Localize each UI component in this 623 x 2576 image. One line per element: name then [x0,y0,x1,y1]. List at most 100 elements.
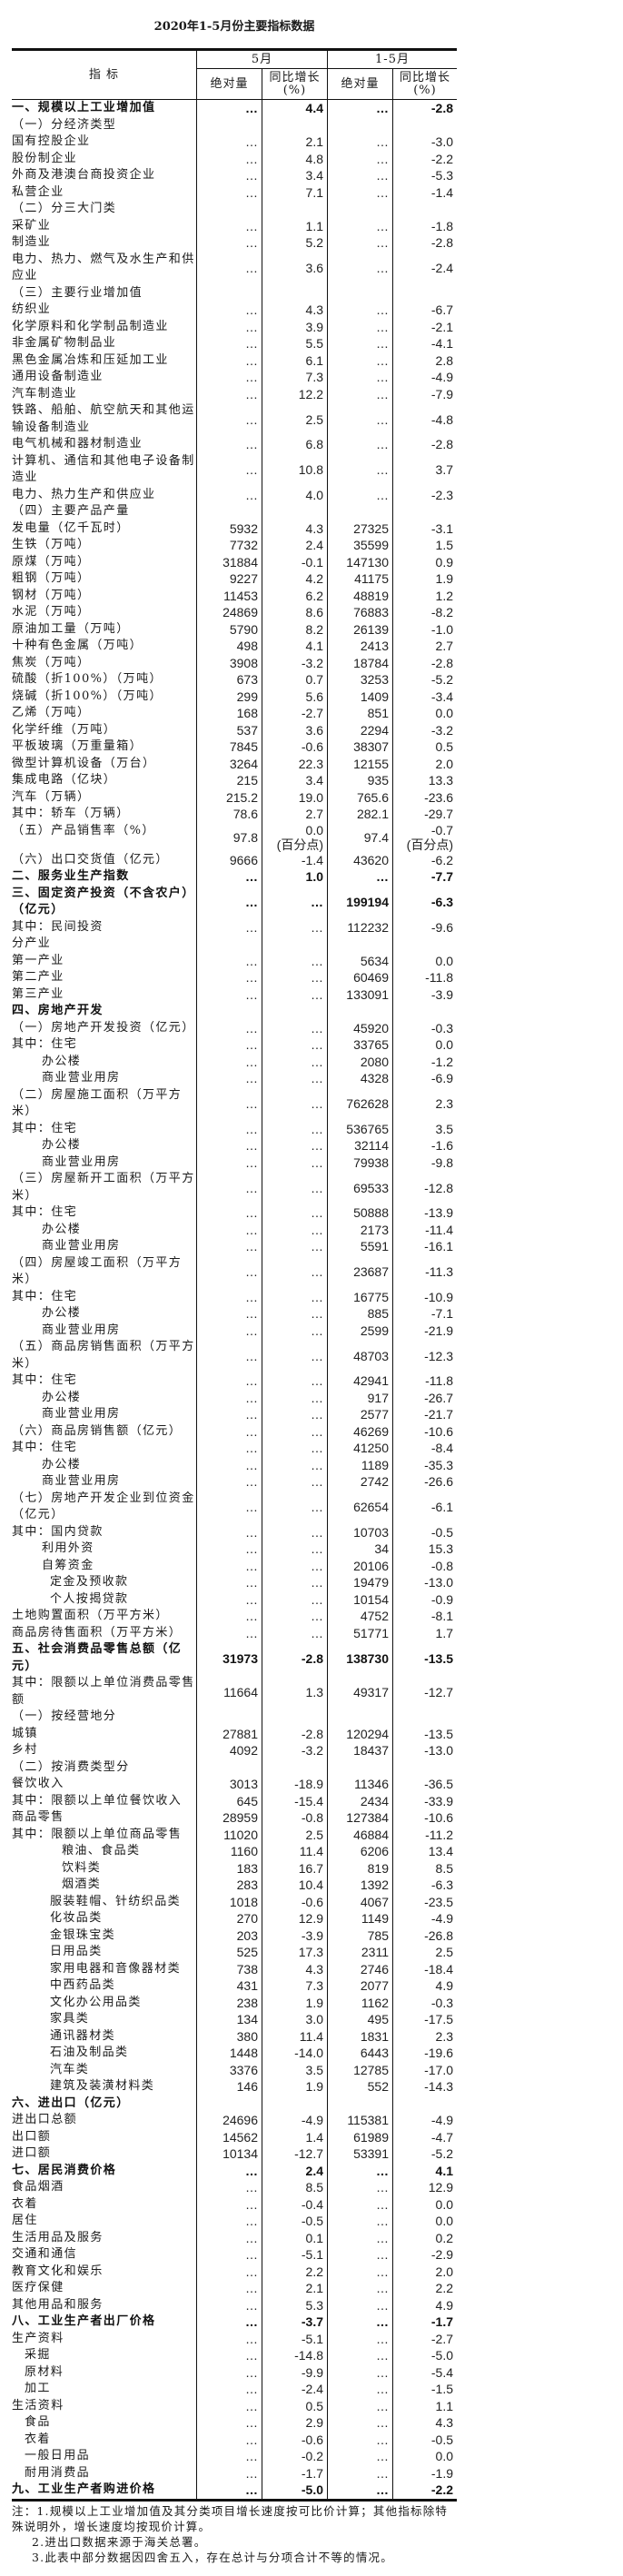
cell-may-absolute: … [196,1221,262,1238]
cell-may-yoy: … [262,1541,327,1558]
cell-may-absolute: … [196,217,262,234]
table-row: 其中：轿车（万辆） 78.6 2.7 282.1 -29.7 [12,806,457,823]
table-row: 其中：住宅…… 33765 0.0 [12,1036,457,1054]
cell-jan-may-absolute: … [327,2414,392,2432]
cell-may-absolute: … [196,986,262,1003]
cell-may-yoy: … [262,1490,327,1524]
cell-jan-may-yoy: -16.1 [392,1238,457,1255]
table-row: 办公楼…… 2173 -11.4 [12,1221,457,1238]
row-label: 黑色金属冶炼和压延加工业 [12,352,169,367]
cell-may-absolute: 1448 [196,2045,262,2062]
cell-jan-may-yoy [392,1709,457,1726]
cell-jan-may-yoy: -6.1 [392,1490,457,1524]
table-row: 建筑及装潢材料类 146 1.9 552 -14.3 [12,2078,457,2095]
cell-may-absolute: 537 [196,721,262,738]
cell-jan-may-yoy: -3.0 [392,134,457,151]
cell-jan-may-absolute: 12155 [327,755,392,772]
table-row: （六）商品房销售额（亿元）…… 46269 -10.6 [12,1422,457,1440]
cell-may-yoy: … [262,1238,327,1255]
cell-may-absolute: … [196,2313,262,2331]
cell-jan-may-absolute: 133091 [327,986,392,1003]
cell-may-absolute: 9666 [196,851,262,868]
row-label: 交通和通信 [12,2247,78,2261]
cell-may-yoy: 2.5 [262,1826,327,1843]
cell-may-absolute: 27881 [196,1725,262,1742]
cell-jan-may-absolute: … [327,335,392,352]
cell-jan-may-yoy: -2.3 [392,486,457,503]
table-row: 办公楼…… 32114 -1.6 [12,1137,457,1154]
cell-jan-may-yoy: -23.5 [392,1893,457,1910]
cell-may-absolute: … [196,452,262,487]
cell-may-yoy: 4.2 [262,570,327,588]
cell-jan-may-yoy: -12.3 [392,1339,457,1372]
cell-jan-may-yoy: 12.9 [392,2179,457,2196]
cell-may-yoy: 12.2 [262,385,327,402]
cell-jan-may-yoy: -1.4 [392,183,457,201]
table-row: 非金属矿物制品业… 5.5… -4.1 [12,335,457,352]
cell-jan-may-yoy: -3.1 [392,520,457,537]
cell-may-absolute: … [196,885,262,919]
cell-may-absolute [196,1003,262,1020]
cell-jan-may-absolute: 38307 [327,738,392,756]
cell-may-absolute: … [196,100,262,117]
cell-jan-may-absolute: 48703 [327,1339,392,1372]
cell-may-absolute: … [196,1204,262,1222]
cell-jan-may-absolute: … [327,2347,392,2364]
cell-may-yoy: … [262,952,327,969]
cell-jan-may-yoy: -17.0 [392,2061,457,2078]
header-may-yoy: 同比增长 (%) [262,69,327,99]
cell-may-yoy: -14.0 [262,2045,327,2062]
cell-may-absolute: 24869 [196,604,262,621]
cell-may-yoy: 2.2 [262,2263,327,2280]
table-row: 耐用消费品… -1.7… -1.9 [12,2464,457,2482]
row-label: 计算机、通信和其他电子设备制造业 [12,453,195,485]
table-row: 食品烟酒… 8.5… 12.9 [12,2179,457,2196]
row-label: 水泥（万吨） [12,605,91,619]
row-label: 利用外资 [42,1541,94,1555]
cell-may-yoy: -2.8 [262,1725,327,1742]
table-row: 生产资料… -5.1… -2.7 [12,2330,457,2347]
cell-may-absolute: … [196,2179,262,2196]
cell-may-absolute: 97.8 [196,822,262,852]
cell-jan-may-yoy: -2.2 [392,150,457,167]
cell-jan-may-yoy: -21.9 [392,1322,457,1339]
indicator-table: 指 标 5月 1-5月 绝对量 同比增长 (%) 绝对量 同比增长 (%) 一、… [12,48,457,2565]
cell-jan-may-yoy: 0.0 [392,2195,457,2213]
cell-jan-may-yoy: -21.7 [392,1406,457,1423]
cell-jan-may-absolute: 4067 [327,1893,392,1910]
table-row: 五、社会消费品零售总额（亿元） 31973 -2.8 138730 -13.5 [12,1641,457,1675]
table-row: 电气机械和器材制造业… 6.8… -2.8 [12,436,457,453]
row-label: 三、固定资产投资（不含农户）（亿元） [12,886,195,917]
cell-may-absolute: 3908 [196,654,262,671]
cell-jan-may-yoy: 1.1 [392,2397,457,2414]
cell-jan-may-yoy: -26.7 [392,1389,457,1406]
row-label: 烟酒类 [62,1878,102,1891]
cell-may-absolute: 5790 [196,620,262,638]
cell-may-absolute: 3013 [196,1776,262,1793]
cell-may-yoy: … [262,1389,327,1406]
cell-jan-may-yoy: -3.9 [392,986,457,1003]
cell-jan-may-absolute: … [327,2431,392,2448]
table-row: 电力、热力生产和供应业… 4.0… -2.3 [12,486,457,503]
cell-may-absolute: … [196,134,262,151]
table-row: 衣着… -0.4… 0.0 [12,2195,457,2213]
cell-jan-may-absolute: 127384 [327,1809,392,1827]
table-row: 家用电器和音像器材类 738 4.3 2746 -18.4 [12,1960,457,1977]
cell-jan-may-yoy: -11.8 [392,1372,457,1390]
cell-jan-may-absolute [327,936,392,953]
table-row: 商业营业用房…… 4328 -6.9 [12,1070,457,1087]
cell-may-yoy: -0.4 [262,2195,327,2213]
cell-jan-may-absolute: … [327,2448,392,2465]
cell-may-yoy: -3.7 [262,2313,327,2331]
table-row: 金银珠宝类 203 -3.9 785 -26.8 [12,1927,457,1944]
cell-jan-may-yoy: 0.0 [392,2448,457,2465]
table-row: （一）按经营地分 [12,1709,457,1726]
row-label: 非金属矿物制品业 [12,336,117,350]
cell-may-yoy: 4.1 [262,638,327,655]
cell-may-yoy: 16.7 [262,1859,327,1877]
row-label: 进口额 [12,2146,52,2160]
table-row: 十种有色金属（万吨） 498 4.1 2413 2.7 [12,638,457,655]
cell-may-absolute: … [196,1305,262,1323]
cell-may-yoy [262,1759,327,1776]
table-row: 国有控股企业… 2.1… -3.0 [12,134,457,151]
